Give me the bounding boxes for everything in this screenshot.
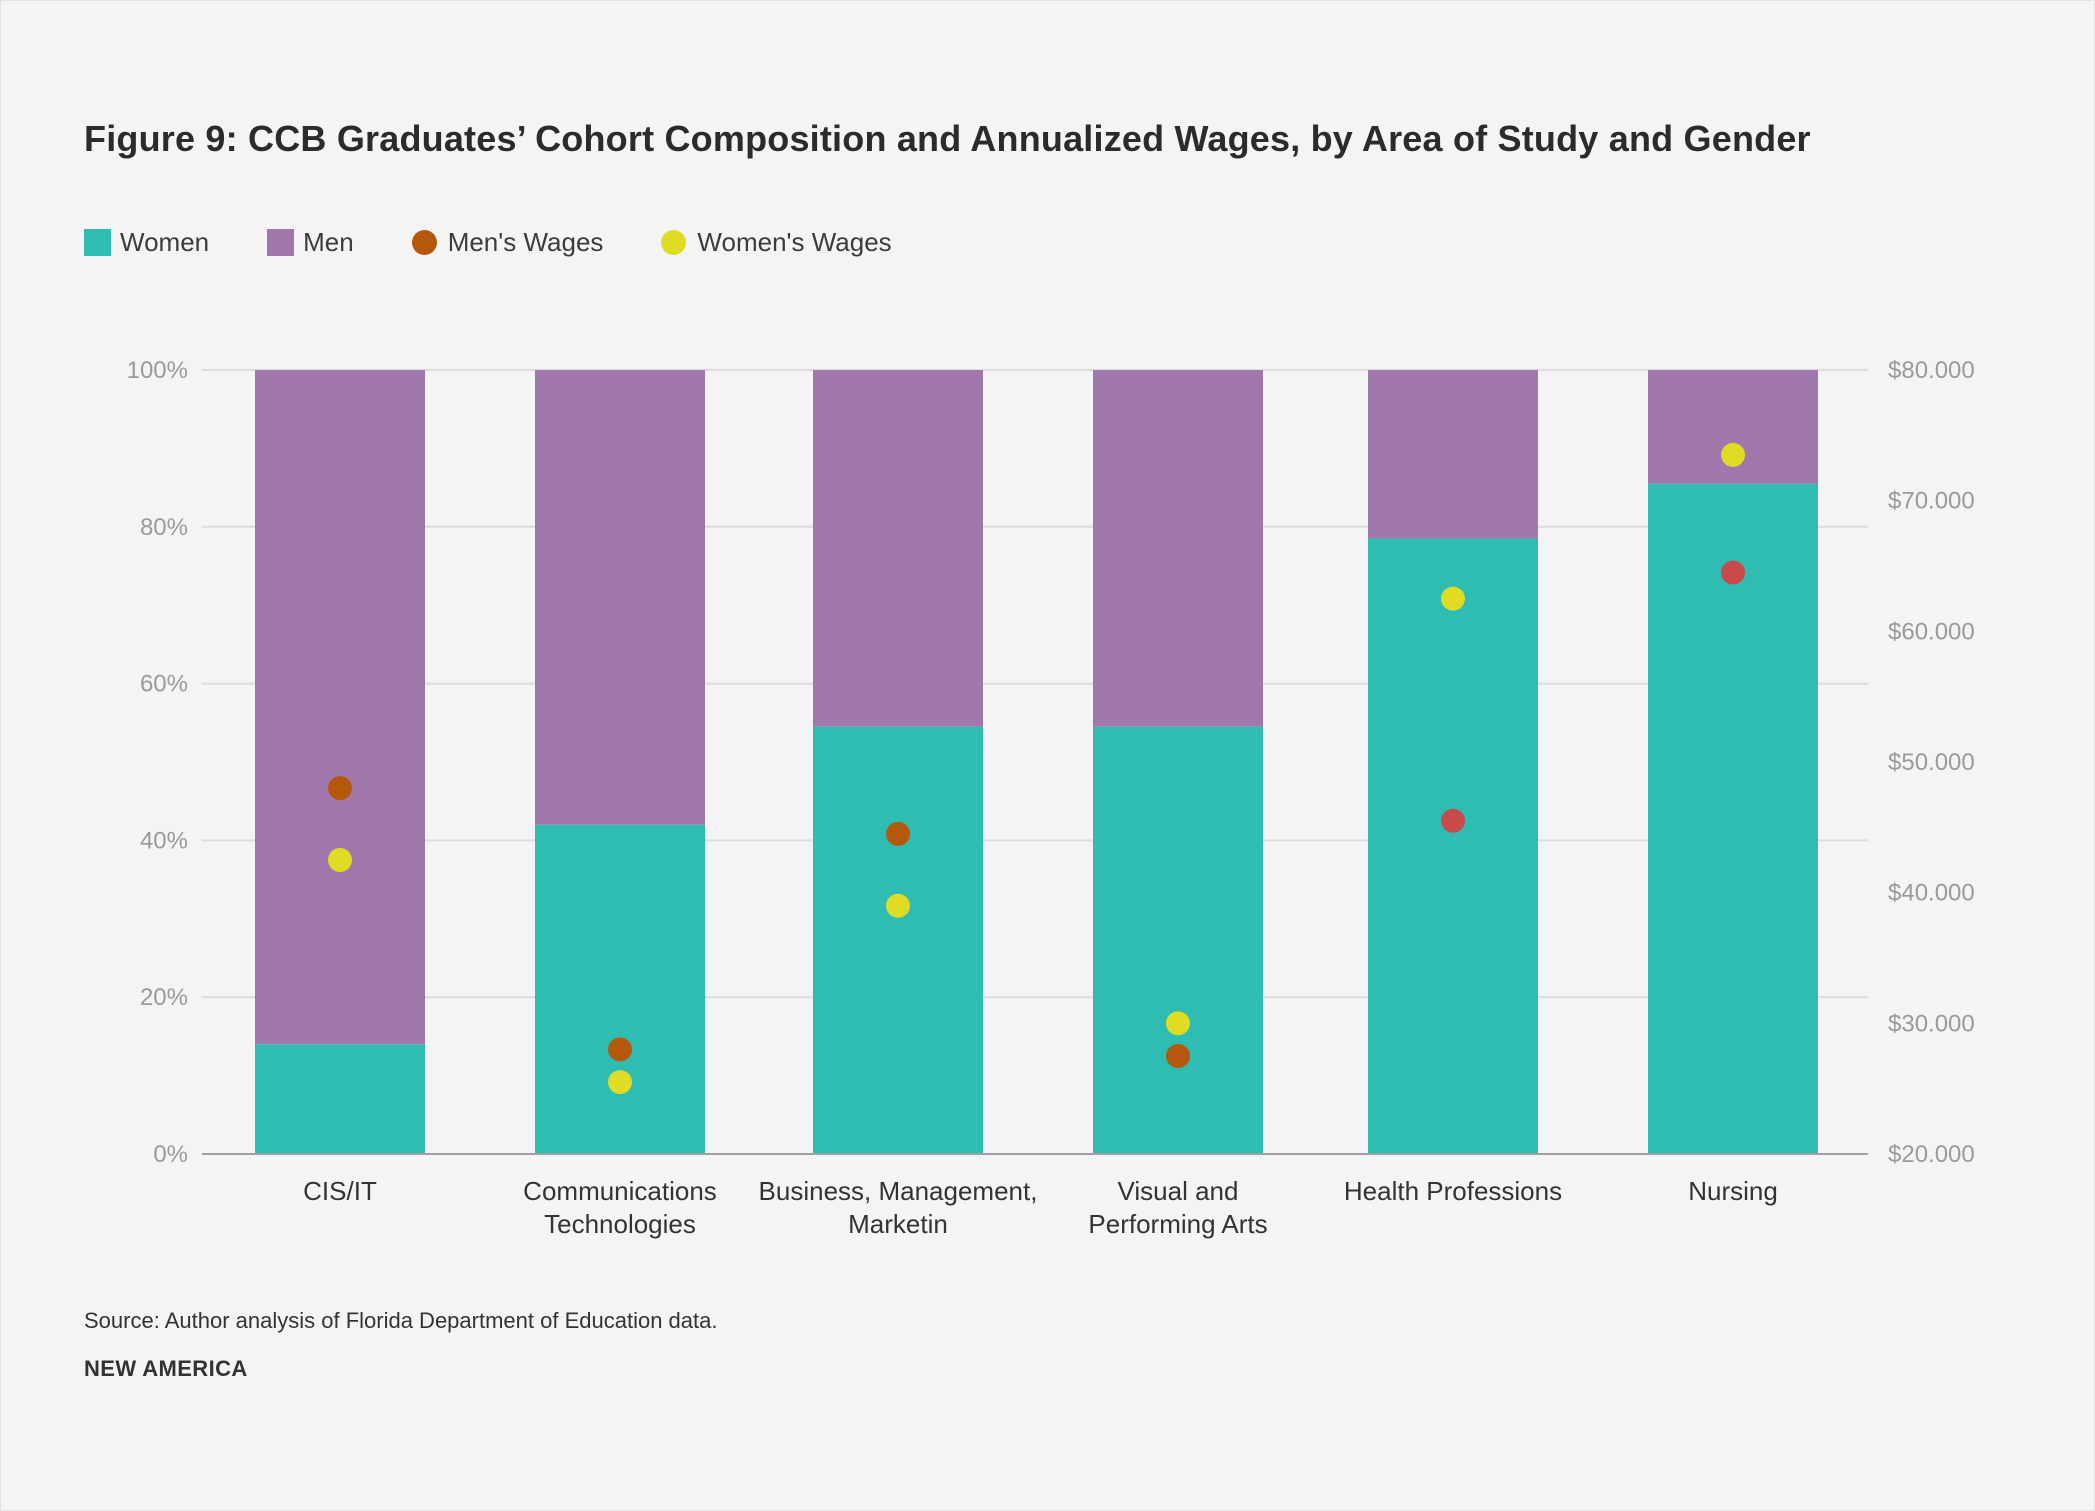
bar-men <box>535 370 705 825</box>
bar-men <box>1368 370 1538 539</box>
bar-women <box>813 726 983 1154</box>
bar-women <box>535 824 705 1154</box>
dot-womens-wages <box>608 1070 632 1095</box>
y-right-tick-label: $20.000 <box>1888 1141 1975 1168</box>
legend: Women Men Men's Wages Women's Wages <box>84 224 950 260</box>
y-left-tick-label: 60% <box>140 671 188 698</box>
brand-name: NEW AMERICA <box>84 1356 248 1381</box>
legend-item-men: Men <box>267 227 354 258</box>
dot-womens-wages <box>1441 586 1465 611</box>
legend-item-womens-wages: Women's Wages <box>661 226 892 258</box>
source-note: Source: Author analysis of Florida Depar… <box>84 1308 718 1333</box>
bar-women <box>1093 726 1263 1154</box>
x-category-label: Communications Technologies <box>523 1176 717 1239</box>
bar-men <box>1093 370 1263 727</box>
bar-women <box>1368 538 1538 1154</box>
y-left-tick-label: 80% <box>140 514 188 541</box>
chart-title: Figure 9: CCB Graduates’ Cohort Composit… <box>84 118 1811 159</box>
dot-womens-wages <box>886 893 910 918</box>
dot-womens-wages <box>1166 1011 1190 1036</box>
legend-dot-mens-wages <box>411 229 437 255</box>
dot-womens-wages <box>1721 442 1745 467</box>
dot-mens-wages <box>1441 808 1465 833</box>
y-right-tick-label: $60.000 <box>1888 618 1975 645</box>
bar-men <box>255 370 425 1045</box>
legend-dot-womens-wages <box>661 229 687 255</box>
legend-label-women: Women <box>120 226 210 257</box>
legend-label-men: Men <box>303 226 354 257</box>
dot-mens-wages <box>886 821 910 846</box>
x-category-label: Nursing <box>1688 1176 1778 1206</box>
dot-mens-wages <box>1166 1044 1190 1068</box>
y-right-tick-label: $50.000 <box>1888 749 1975 776</box>
legend-item-women: Women <box>84 227 209 258</box>
x-category-label: Business, Management, Marketin <box>759 1176 1038 1239</box>
y-left-tick-label: 100% <box>127 357 188 384</box>
y-left-tick-label: 40% <box>140 827 188 854</box>
legend-label-womens-wages: Women's Wages <box>697 226 892 257</box>
y-right-tick-label: $40.000 <box>1888 880 1975 907</box>
legend-item-mens-wages: Men's Wages <box>411 226 604 258</box>
x-category-label: Health Professions <box>1344 1176 1562 1206</box>
legend-label-mens-wages: Men's Wages <box>447 226 604 257</box>
y-left-tick-label: 0% <box>153 1141 188 1168</box>
bar-women <box>255 1044 425 1154</box>
dot-mens-wages <box>328 776 352 801</box>
legend-swatch-women <box>84 228 111 256</box>
bar-women <box>1648 483 1818 1154</box>
x-category-label: Visual and Performing Arts <box>1088 1176 1267 1239</box>
dot-mens-wages <box>1721 560 1745 585</box>
y-right-tick-label: $30.000 <box>1888 1010 1975 1037</box>
dot-womens-wages <box>328 848 352 872</box>
y-right-tick-label: $80.000 <box>1888 357 1975 384</box>
dot-mens-wages <box>608 1037 632 1062</box>
y-right-tick-label: $70.000 <box>1888 488 1975 515</box>
legend-swatch-men <box>267 228 295 256</box>
x-category-label: CIS/IT <box>303 1176 377 1206</box>
bar-men <box>813 370 983 727</box>
y-left-tick-label: 20% <box>140 984 188 1011</box>
